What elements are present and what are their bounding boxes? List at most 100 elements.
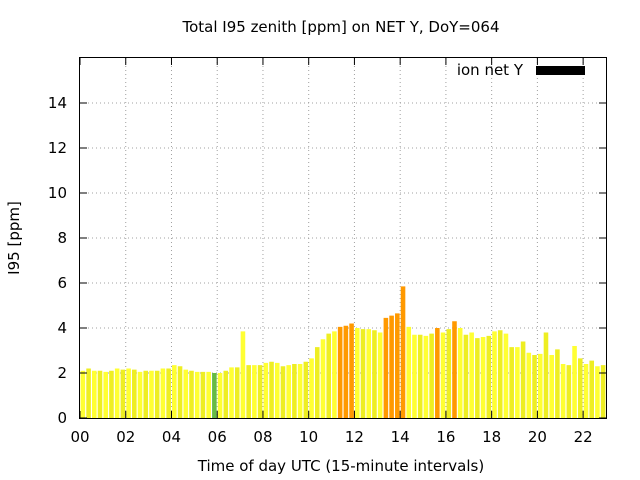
bar (492, 331, 497, 418)
bar (166, 368, 171, 418)
bar (320, 339, 326, 418)
bar (303, 361, 309, 418)
bar (92, 370, 97, 418)
bar (457, 328, 463, 418)
bar (446, 329, 452, 418)
y-tick-label: 0 (57, 409, 67, 427)
bar (423, 335, 429, 418)
bar (292, 364, 297, 418)
bar (406, 326, 412, 418)
x-tick-label: 10 (299, 428, 318, 446)
bar (469, 332, 474, 418)
y-tick-label: 8 (57, 229, 67, 247)
bar (269, 361, 274, 418)
bar (326, 333, 331, 418)
bar (97, 370, 103, 418)
x-tick-label: 16 (436, 428, 455, 446)
bar (172, 365, 177, 418)
y-tick-label: 14 (48, 94, 67, 112)
bar (297, 364, 303, 418)
bar (600, 365, 606, 418)
bar (240, 331, 246, 418)
bar (132, 369, 137, 418)
bar (372, 330, 377, 418)
bar (274, 362, 280, 418)
bar (183, 369, 189, 418)
bar (589, 360, 594, 418)
bar (343, 325, 349, 418)
bar (120, 369, 126, 418)
bar (383, 317, 389, 418)
y-tick-label: 2 (57, 364, 67, 382)
bar (572, 346, 577, 418)
bar (137, 371, 143, 418)
bar (463, 334, 469, 418)
bar (360, 329, 366, 418)
bar (497, 330, 503, 418)
bar (452, 321, 457, 418)
bar (280, 366, 286, 418)
bars (80, 286, 606, 418)
y-tick-label: 10 (48, 184, 67, 202)
bar (595, 366, 600, 418)
bar (377, 332, 383, 418)
bar (395, 313, 400, 418)
bar (355, 328, 360, 418)
y-tick-labels: 0 2 4 6 8 10 12 14 (48, 94, 606, 427)
bar (212, 373, 217, 418)
x-tick-label: 14 (391, 428, 410, 446)
bar (86, 368, 91, 418)
bar (109, 370, 114, 418)
bar (555, 349, 560, 418)
bar (566, 365, 572, 418)
bar (543, 332, 549, 418)
bar (257, 365, 263, 418)
x-tick-label: 00 (70, 428, 89, 446)
bar (263, 362, 269, 418)
y-tick-label: 6 (57, 274, 67, 292)
chart-title: Total I95 zenith [ppm] on NET Y, DoY=064 (181, 18, 499, 36)
bar (337, 326, 343, 418)
bar (103, 371, 109, 418)
bar (217, 373, 223, 418)
y-tick-label: 12 (48, 139, 67, 157)
bar (349, 323, 354, 418)
bar (389, 315, 394, 418)
bar (412, 334, 417, 418)
bar (532, 355, 537, 418)
legend-swatch (536, 66, 585, 75)
x-tick-label: 18 (482, 428, 501, 446)
bar (80, 370, 86, 418)
x-tick-label: 02 (116, 428, 135, 446)
bar (440, 332, 446, 418)
bar (503, 333, 509, 418)
bar (475, 338, 480, 418)
bar (417, 334, 423, 418)
legend: ion net Y (457, 61, 585, 79)
x-tick-label: 08 (253, 428, 272, 446)
x-axis-label: Time of day UTC (15-minute intervals) (197, 457, 484, 475)
x-tick-label: 12 (345, 428, 364, 446)
plot-frame (79, 57, 607, 419)
bar (332, 331, 337, 418)
bar (194, 371, 200, 418)
bar (400, 286, 406, 418)
grid (80, 58, 606, 418)
bar (560, 364, 566, 418)
bar (429, 333, 434, 418)
y-axis-label: I95 [ppm] (5, 201, 23, 275)
bar (229, 367, 234, 418)
y-tick-label: 4 (57, 319, 67, 337)
bar (234, 367, 240, 418)
bar (577, 358, 583, 418)
x-tick-label: 06 (208, 428, 227, 446)
bar (526, 352, 532, 418)
bar (520, 341, 526, 418)
bar (509, 347, 514, 418)
bar (515, 347, 520, 418)
bar (246, 365, 251, 418)
bar (314, 347, 320, 418)
bar (309, 358, 314, 418)
bar (149, 370, 154, 418)
